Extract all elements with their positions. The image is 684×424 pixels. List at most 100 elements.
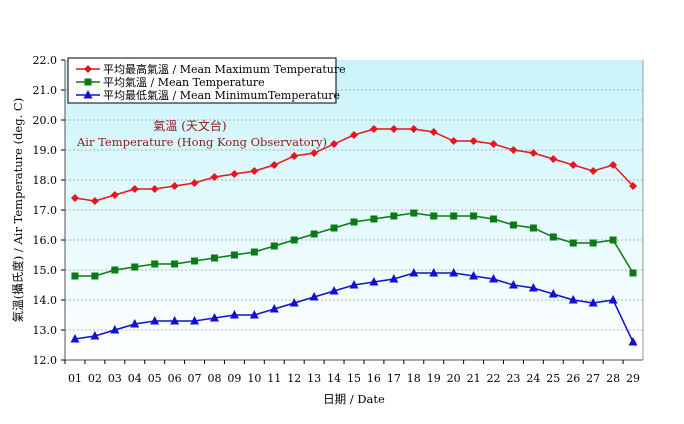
data-point — [171, 260, 179, 268]
data-point — [150, 185, 159, 193]
legend-label: 平均最高氣溫 / Mean Maximum Temperature — [103, 62, 346, 76]
x-tick-label: 10 — [247, 372, 261, 385]
data-point — [210, 173, 219, 181]
x-tick-label: 28 — [606, 372, 620, 385]
x-tick-label: 07 — [188, 372, 202, 385]
x-tick-label: 09 — [227, 372, 241, 385]
data-point — [91, 272, 99, 280]
data-point — [588, 298, 598, 307]
series-diamond — [70, 125, 638, 205]
data-point — [489, 274, 499, 283]
x-tick-label: 16 — [367, 372, 381, 385]
x-tick-label: 14 — [327, 372, 341, 385]
data-point — [569, 239, 577, 247]
data-point — [229, 310, 239, 319]
data-point — [429, 268, 439, 277]
data-point — [369, 125, 378, 133]
data-point — [528, 283, 538, 292]
x-tick-label: 01 — [68, 372, 82, 385]
data-point — [389, 274, 399, 283]
data-point — [170, 182, 179, 190]
data-point — [151, 260, 159, 268]
x-tick-label: 26 — [566, 372, 580, 385]
data-point — [130, 185, 139, 193]
data-point — [629, 269, 637, 277]
y-tick-label: 21.0 — [33, 84, 58, 97]
chart-subtitle: Air Temperature (Hong Kong Observatory) — [76, 135, 327, 149]
x-tick-label: 11 — [267, 372, 281, 385]
data-point — [609, 236, 617, 244]
data-point — [230, 170, 239, 178]
data-point — [170, 316, 180, 325]
data-point — [409, 268, 419, 277]
x-tick-label: 06 — [168, 372, 182, 385]
data-point — [329, 286, 339, 295]
x-tick-label: 18 — [407, 372, 421, 385]
y-tick-label: 17.0 — [33, 204, 58, 217]
legend-marker — [84, 65, 92, 73]
y-tick-label: 14.0 — [33, 294, 58, 307]
data-point — [529, 149, 538, 157]
data-point — [250, 248, 258, 256]
data-point — [349, 280, 359, 289]
data-point — [370, 215, 378, 223]
chart-title: 氣溫 (天文台) — [153, 118, 226, 133]
data-point — [608, 295, 618, 304]
data-point — [209, 313, 219, 322]
data-point — [569, 161, 578, 169]
data-point — [190, 316, 200, 325]
data-point — [430, 212, 438, 220]
data-point — [230, 251, 238, 259]
data-point — [629, 182, 638, 190]
data-point — [90, 331, 100, 340]
y-tick-label: 13.0 — [33, 324, 58, 337]
x-tick-label: 08 — [207, 372, 221, 385]
data-point — [130, 319, 140, 328]
data-point — [210, 254, 218, 262]
data-point — [549, 155, 558, 163]
x-axis-label: 日期 / Date — [323, 392, 385, 406]
x-tick-label: 03 — [108, 372, 122, 385]
data-point — [350, 131, 358, 139]
data-point — [270, 242, 278, 250]
data-point — [250, 167, 259, 175]
x-tick-label: 12 — [287, 372, 301, 385]
data-point — [409, 125, 418, 133]
y-tick-label: 20.0 — [33, 114, 58, 127]
x-tick-label: 24 — [526, 372, 540, 385]
data-point — [110, 191, 119, 199]
data-point — [330, 140, 339, 148]
data-point — [628, 337, 638, 346]
data-point — [410, 209, 418, 217]
data-point — [589, 239, 597, 247]
data-point — [508, 280, 518, 289]
y-tick-label: 22.0 — [33, 54, 58, 67]
data-point — [509, 221, 517, 229]
data-point — [589, 167, 598, 175]
x-tick-label: 23 — [506, 372, 520, 385]
data-point — [270, 161, 279, 169]
data-point — [111, 266, 119, 274]
data-point — [469, 271, 479, 280]
data-point — [309, 292, 319, 301]
data-point — [191, 257, 199, 265]
series-triangle — [70, 268, 638, 346]
legend-marker — [83, 90, 93, 99]
data-point — [450, 212, 458, 220]
x-tick-label: 04 — [128, 372, 142, 385]
data-point — [70, 194, 79, 202]
data-point — [470, 212, 478, 220]
data-point — [90, 197, 99, 205]
y-tick-label: 19.0 — [33, 144, 58, 157]
data-point — [71, 272, 79, 280]
x-tick-label: 27 — [586, 372, 600, 385]
data-point — [350, 218, 358, 226]
x-tick-label: 15 — [347, 372, 361, 385]
data-point — [389, 125, 398, 133]
y-tick-label: 18.0 — [33, 174, 58, 187]
data-point — [509, 146, 518, 154]
y-tick-label: 15.0 — [33, 264, 58, 277]
x-tick-label: 19 — [427, 372, 441, 385]
x-tick-label: 20 — [447, 372, 461, 385]
